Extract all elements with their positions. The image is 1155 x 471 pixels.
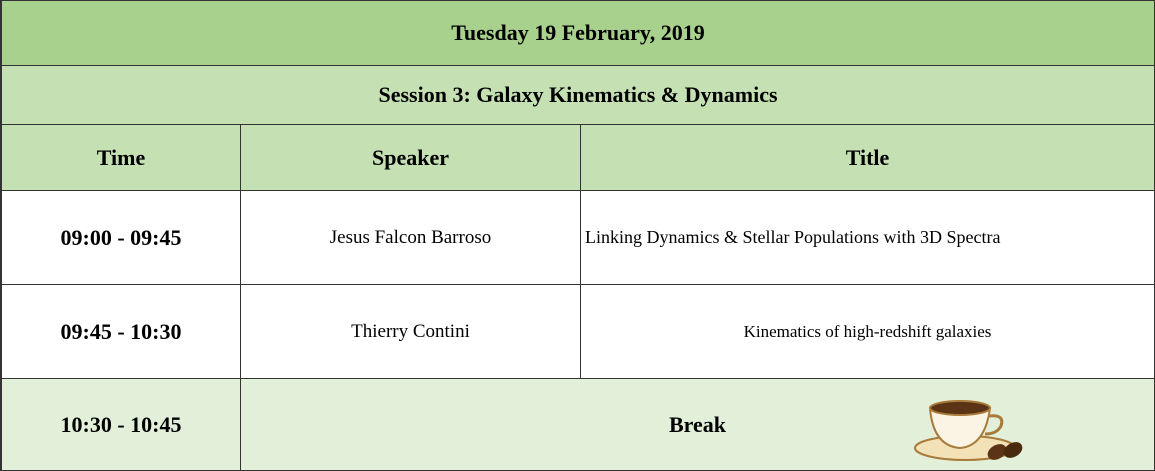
column-header: Time xyxy=(0,125,241,191)
day-title: Tuesday 19 February, 2019 xyxy=(0,0,1155,66)
time-cell: 10:30 - 10:45 xyxy=(0,379,241,471)
column-header: Title xyxy=(581,125,1155,191)
talk-title-cell: Linking Dynamics & Stellar Populations w… xyxy=(581,191,1155,285)
column-header: Speaker xyxy=(241,125,581,191)
talk-title-cell: Kinematics of high-redshift galaxies xyxy=(581,285,1155,379)
session-title: Session 3: Galaxy Kinematics & Dynamics xyxy=(0,66,1155,125)
time-cell: 09:00 - 09:45 xyxy=(0,191,241,285)
speaker-cell: Thierry Contini xyxy=(241,285,581,379)
speaker-cell: Jesus Falcon Barroso xyxy=(241,191,581,285)
time-cell: 09:45 - 10:30 xyxy=(0,285,241,379)
coffee-icon xyxy=(914,400,1023,461)
